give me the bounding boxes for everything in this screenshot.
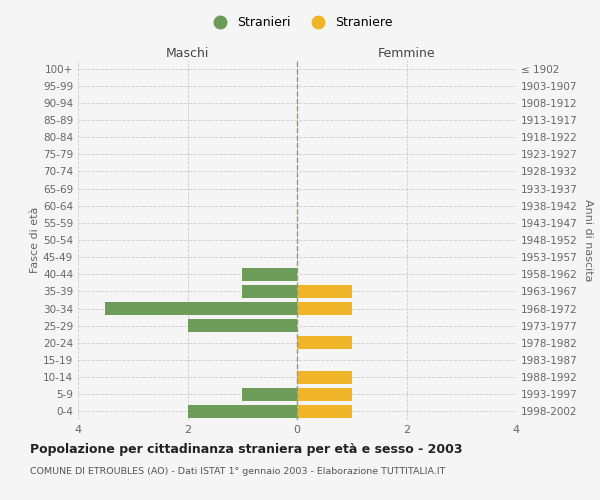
- Bar: [242, 285, 297, 298]
- Bar: [106, 302, 297, 315]
- Bar: [188, 320, 297, 332]
- Bar: [297, 405, 352, 418]
- Bar: [297, 370, 352, 384]
- Bar: [297, 285, 352, 298]
- Text: COMUNE DI ETROUBLES (AO) - Dati ISTAT 1° gennaio 2003 - Elaborazione TUTTITALIA.: COMUNE DI ETROUBLES (AO) - Dati ISTAT 1°…: [30, 468, 445, 476]
- Legend: Stranieri, Straniere: Stranieri, Straniere: [202, 11, 398, 34]
- Bar: [242, 388, 297, 400]
- Y-axis label: Anni di nascita: Anni di nascita: [583, 198, 593, 281]
- Bar: [242, 268, 297, 280]
- Bar: [188, 405, 297, 418]
- Text: Femmine: Femmine: [377, 47, 436, 60]
- Text: Popolazione per cittadinanza straniera per età e sesso - 2003: Popolazione per cittadinanza straniera p…: [30, 442, 463, 456]
- Bar: [297, 388, 352, 400]
- Bar: [297, 336, 352, 349]
- Bar: [297, 302, 352, 315]
- Text: Maschi: Maschi: [166, 47, 209, 60]
- Y-axis label: Fasce di età: Fasce di età: [30, 207, 40, 273]
